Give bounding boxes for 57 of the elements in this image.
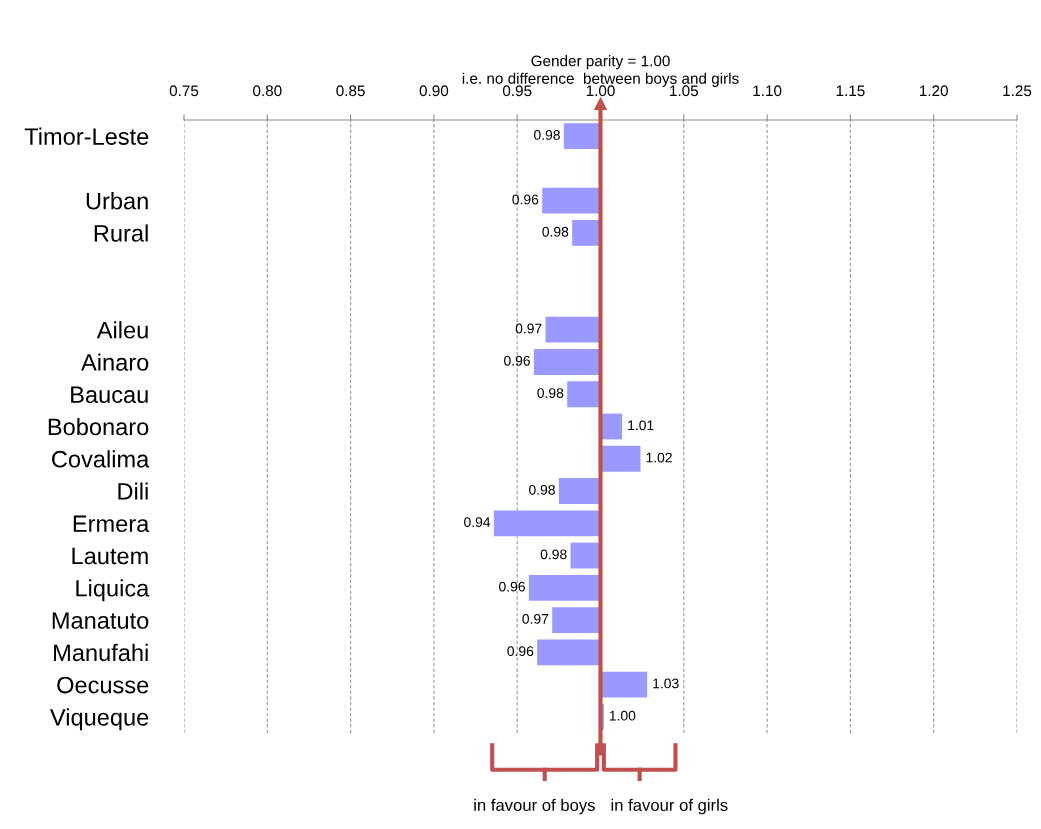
x-tick-label: 1.25	[1003, 85, 1032, 97]
x-tick-label: 1.05	[670, 85, 699, 97]
bar	[537, 639, 601, 666]
bar	[563, 123, 601, 150]
data-label: 0.98	[534, 130, 560, 140]
data-label: 0.96	[504, 355, 530, 366]
data-label: 0.98	[540, 549, 567, 560]
bar	[493, 510, 601, 537]
y-tick-label: Ermera	[73, 515, 150, 533]
data-label: 0.97	[522, 613, 549, 624]
data-label: 0.98	[529, 484, 555, 495]
x-tick-label: 1.15	[836, 85, 865, 97]
data-label: 0.94	[464, 517, 491, 528]
bar	[528, 574, 601, 601]
y-tick-label: Baucau	[71, 386, 148, 404]
y-tick-label: Liquica	[76, 579, 150, 602]
bar	[545, 316, 601, 343]
bar	[600, 671, 648, 698]
x-tick-label: 1.10	[753, 85, 782, 97]
x-tick-label: 0.85	[336, 85, 365, 97]
y-tick-label: Oecusse	[57, 676, 149, 694]
y-tick-label: Aileu	[96, 321, 148, 339]
x-tick-label: 1.20	[920, 85, 948, 97]
bar	[533, 349, 601, 375]
bar	[567, 381, 601, 408]
y-tick-label: Lautem	[72, 547, 148, 565]
data-label: 1.02	[646, 452, 672, 463]
y-tick-label: Dili	[118, 482, 148, 500]
y-tick-label: Timor-Leste	[24, 127, 149, 145]
data-label: 0.98	[537, 388, 564, 398]
data-label: 0.96	[512, 194, 539, 205]
x-tick-label: 0.80	[253, 85, 282, 97]
x-tick-label: 0.90	[419, 85, 449, 97]
data-label: 0.96	[507, 646, 534, 657]
bar	[552, 607, 601, 633]
x-tick-label: 0.95	[502, 85, 532, 97]
bar	[600, 445, 641, 472]
y-tick-label: Urban	[86, 192, 148, 210]
x-tick-label: 1.00	[586, 85, 615, 97]
bar	[558, 478, 601, 504]
data-label: 1.03	[653, 678, 679, 689]
y-tick-label: Rural	[94, 224, 148, 242]
y-tick-label: Manatuto	[52, 612, 149, 629]
y-tick-label: Bobonaro	[48, 417, 149, 436]
data-label: 0.97	[515, 323, 542, 334]
x-tick-label: 0.75	[169, 85, 199, 97]
y-tick-label: Covalima	[52, 450, 150, 468]
bar	[542, 187, 601, 214]
data-label: 1.00	[609, 710, 636, 721]
data-label: 1.01	[628, 420, 654, 431]
data-label: 0.96	[499, 581, 525, 592]
data-label: 0.98	[542, 226, 569, 237]
text: in favour of boys	[474, 798, 595, 815]
text: in favour of girls	[611, 798, 728, 815]
y-tick-label: Viqueque	[50, 708, 149, 731]
y-tick-label: Ainaro	[81, 353, 149, 371]
y-tick-label: Manufahi	[54, 643, 148, 662]
